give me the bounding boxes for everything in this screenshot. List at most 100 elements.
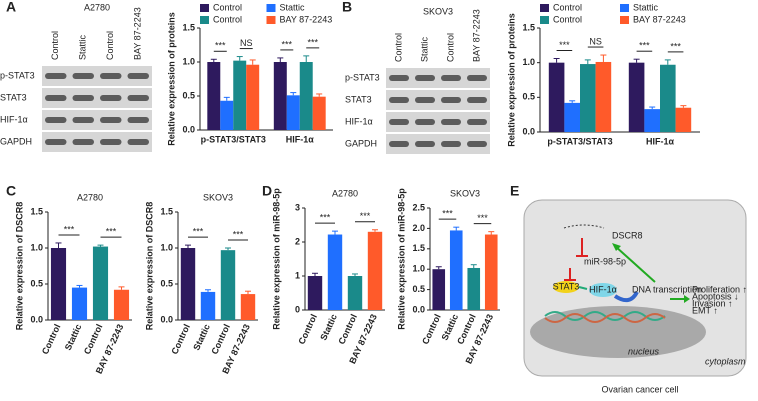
bar — [307, 276, 323, 310]
y-tick-label: 0.5 — [522, 92, 535, 102]
lane-label: Control — [50, 31, 60, 60]
bar — [220, 100, 234, 130]
legend-label: Control — [213, 14, 242, 24]
y-tick-label: 1.0 — [412, 264, 425, 274]
row-label: STAT3 — [345, 94, 372, 104]
band — [45, 117, 67, 123]
y-tick-label: 0.5 — [412, 284, 425, 294]
legend-label: Stattic — [280, 2, 306, 12]
bar — [207, 62, 221, 130]
significance-label: *** — [282, 39, 293, 49]
bar — [246, 64, 260, 130]
dscr8-label: DSCR8 — [612, 230, 643, 240]
band — [415, 119, 435, 125]
band — [389, 119, 409, 125]
bar — [71, 287, 88, 320]
significance-label: *** — [193, 226, 204, 236]
blot-strip — [386, 134, 490, 154]
band — [467, 75, 487, 81]
x-tick-label: HIF-1α — [286, 134, 315, 144]
diagram: DSCR8 miR-98-5p STAT3 HIF-1α DNA transcr… — [523, 199, 747, 394]
x-tick-label: Stattic — [318, 313, 339, 342]
significance-label: *** — [215, 41, 226, 51]
legend-label: Control — [553, 14, 582, 24]
blot-strip — [42, 66, 152, 86]
row-label: GAPDH — [0, 136, 32, 146]
lane-label: BAY 87-2243 — [471, 9, 481, 62]
legend-swatch — [200, 4, 209, 12]
y-tick-label: 0.5 — [30, 278, 43, 288]
legend-swatch — [540, 4, 549, 12]
band — [100, 139, 122, 145]
y-tick-label: 2.5 — [412, 202, 425, 212]
legend-swatch — [540, 16, 549, 24]
effect: Apoptosis ↓ — [692, 291, 739, 301]
dna — [544, 313, 666, 323]
blot-strip — [386, 90, 490, 110]
stat3-node — [553, 281, 579, 293]
y-tick-label: 0.0 — [182, 124, 195, 134]
legend-label: Control — [553, 2, 582, 12]
blot-strip — [386, 112, 490, 132]
band — [100, 73, 122, 79]
y-tick-label: 1.0 — [160, 242, 173, 252]
y-tick-label: 1.0 — [182, 56, 195, 66]
row-label: HIF-1α — [345, 116, 373, 126]
x-tick-label: Stattic — [63, 323, 84, 352]
band — [467, 97, 487, 103]
mirna-label: miR-98-5p — [584, 256, 626, 266]
arrowhead — [612, 243, 621, 251]
band — [415, 75, 435, 81]
legend-swatch — [620, 16, 629, 24]
row-label: p-STAT3 — [0, 70, 35, 80]
bar — [580, 64, 596, 132]
lane-label: Control — [445, 33, 455, 62]
band — [72, 73, 94, 79]
lane-label: Stattic — [78, 34, 88, 60]
effect: Invasion ↑ — [692, 298, 733, 308]
band — [441, 97, 461, 103]
y-axis-label: Relative expression of proteins — [506, 13, 516, 147]
bar — [312, 96, 326, 130]
band — [389, 141, 409, 147]
band — [441, 141, 461, 147]
y-tick-label: 0.0 — [30, 314, 43, 324]
band — [127, 117, 149, 123]
x-tick-label: Stattic — [191, 323, 212, 352]
caption: Ovarian cancer cell — [601, 384, 678, 394]
bar — [273, 62, 287, 130]
legend-label: Control — [213, 2, 242, 12]
y-tick-label: 0.5 — [160, 278, 173, 288]
x-tick-label: HIF-1α — [646, 136, 675, 146]
band — [72, 95, 94, 101]
significance-label: *** — [307, 37, 318, 47]
bar — [367, 231, 383, 310]
stat3-label: STAT3 — [553, 281, 580, 291]
lane-label: Control — [393, 33, 403, 62]
y-tick-label: 1.0 — [522, 57, 535, 67]
bar — [240, 294, 256, 320]
bar — [347, 276, 363, 310]
bar — [484, 234, 498, 310]
hif-node — [589, 283, 617, 297]
arrowhead — [684, 295, 690, 303]
significance-label: *** — [639, 41, 650, 51]
significance-label: *** — [559, 40, 570, 50]
rna — [563, 224, 605, 229]
legend-label: Stattic — [633, 2, 659, 12]
bar — [200, 291, 216, 320]
bar — [467, 267, 481, 310]
row-label: p-STAT3 — [345, 72, 380, 82]
y-tick-label: 1.5 — [182, 22, 195, 32]
panel-label: D — [262, 183, 272, 199]
hif-label: HIF-1α — [589, 284, 617, 294]
band — [127, 95, 149, 101]
bar — [628, 62, 645, 132]
legend-swatch — [200, 16, 209, 24]
significance-label: *** — [320, 212, 331, 222]
band — [45, 73, 67, 79]
x-tick-label: Control — [40, 323, 63, 356]
y-axis-label: Relative expression of miR-98-5p — [271, 188, 281, 330]
blot-title: SKOV3 — [423, 6, 453, 16]
